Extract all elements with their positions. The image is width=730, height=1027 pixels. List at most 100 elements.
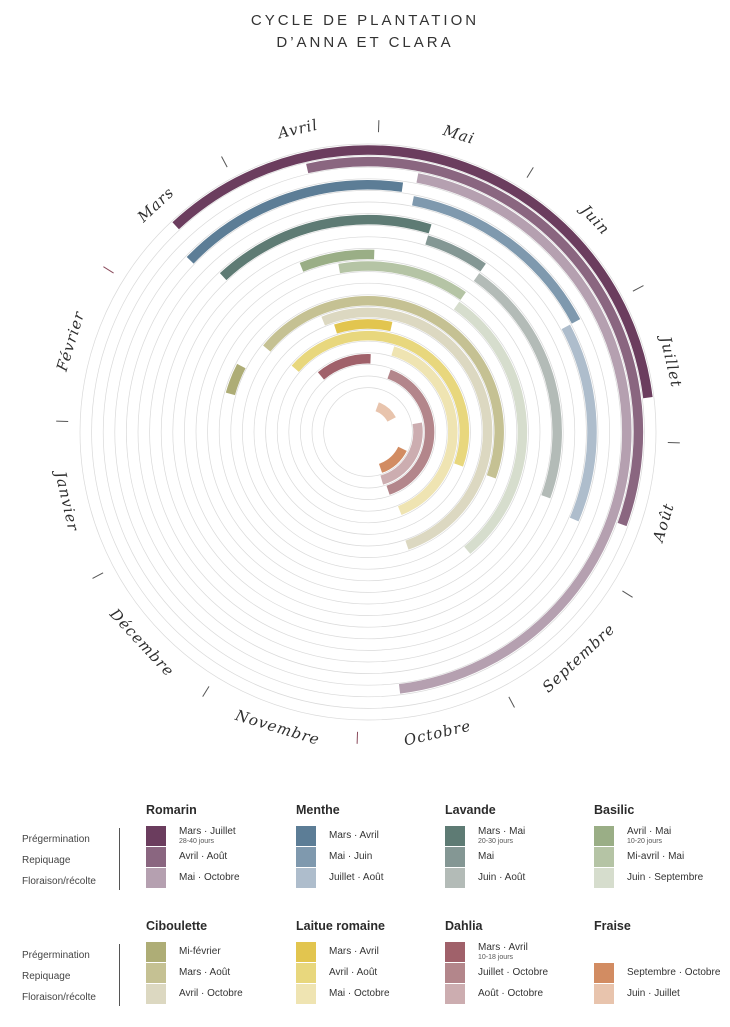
month-label: Décembre (105, 604, 178, 680)
legend-swatch (296, 847, 316, 867)
legend-text: Mi-février (179, 942, 221, 962)
legend-text: Avril · Mai 10-20 jours (627, 826, 671, 846)
legend-plant: Lavande Mars · Mai 20-30 jours Mai Juin · Ao… (445, 800, 590, 889)
plant-name: Basilic (594, 803, 635, 817)
phase-arc (186, 180, 404, 264)
legend-swatch (445, 942, 465, 962)
legend-text: Mars · Juillet 28-40 jours (179, 826, 236, 846)
legend-note: 10-20 jours (627, 838, 663, 845)
month-tick (622, 590, 633, 598)
legend-plant: Romarin Mars · Juillet 28-40 jours Avril · … (146, 800, 291, 889)
legend-text: Avril · Août (329, 963, 377, 983)
guide-ring (184, 248, 552, 616)
legend-swatch (594, 984, 614, 1004)
month-tick (508, 696, 515, 708)
legend-entry: Juillet · Août (296, 868, 441, 889)
guide-ring (91, 155, 645, 709)
guide-ring (253, 317, 483, 547)
legend-text: Mars · Avril (329, 942, 379, 962)
month-label: Mai (440, 121, 477, 148)
row-label: Repiquage (22, 855, 71, 866)
month-label: Avril (274, 116, 319, 143)
phase-arc (317, 354, 371, 380)
phase-arc (378, 446, 407, 473)
guide-ring (230, 294, 506, 570)
plant-name: Laitue romaine (296, 919, 385, 933)
plantation-wheel: Janvier Février Mars Avril Mai Juin Juillet Aoû… (51, 116, 686, 750)
legend-text: Avril · Octobre (179, 984, 243, 1004)
legend-label: Mi-avril · Mai (627, 851, 685, 862)
legend-entry: Avril · Août (146, 847, 291, 868)
legend-entry: Mars · Mai 20-30 jours (445, 826, 590, 847)
legend-text: Mars · Avril (329, 826, 379, 846)
legend-entry (594, 942, 730, 963)
month-tick (632, 285, 644, 292)
legend-text: Juin · Août (478, 868, 525, 888)
legend-swatch (146, 868, 166, 888)
legend-swatch (594, 963, 614, 983)
legend-entry: Mai · Juin (296, 847, 441, 868)
row-label: Prégermination (22, 834, 90, 845)
guide-ring (242, 306, 494, 558)
legend-text: Mai · Octobre (329, 984, 390, 1004)
legend-entry: Avril · Mai 10-20 jours (594, 826, 730, 847)
legend-text: Juin · Juillet (627, 984, 680, 1004)
month-label: Juin (575, 199, 613, 238)
guide-ring (218, 282, 518, 582)
legend-plant: Menthe Mars · Avril Mai · Juin Juillet · Ao… (296, 800, 441, 889)
phase-arc (338, 261, 466, 300)
month-tick (202, 686, 210, 697)
legend-swatch (445, 868, 465, 888)
legend-entry: Juin · Août (445, 868, 590, 889)
legend-text: Avril · Août (179, 847, 227, 867)
row-label: Floraison/récolte (22, 876, 96, 887)
guide-ring (288, 352, 448, 512)
legend-label: Juin · Septembre (627, 872, 704, 883)
legend-text: Mai · Juin (329, 847, 372, 867)
legend-label: Avril · Mai (627, 826, 672, 837)
legend-label: Mai · Octobre (179, 872, 240, 883)
legend-entry: Juillet · Octobre (445, 963, 590, 984)
title-line-2: D’ANNA ET CLARA (276, 34, 454, 51)
legend-entry: Juin · Juillet (594, 984, 730, 1005)
guide-ring (137, 201, 599, 663)
month-label: Novembre (232, 706, 322, 749)
phase-arc (321, 307, 493, 550)
legend-divider (119, 944, 120, 1006)
phase-arc (380, 422, 423, 485)
legend-swatch (296, 868, 316, 888)
legend-plant: Dahlia Mars · Avril 10-18 jours Juillet · O… (445, 916, 590, 1005)
legend-label: Mars · Mai (478, 826, 526, 837)
phase-arc (306, 156, 644, 527)
legend-swatch (296, 963, 316, 983)
legend-plant: Fraise Septembre · Octobre Juin · Juillet (594, 916, 730, 1005)
phase-arc (425, 235, 486, 272)
legend-entry: Juin · Septembre (594, 868, 730, 889)
guide-ring (207, 271, 529, 593)
phase-arc (473, 273, 562, 499)
legend-entry: Avril · Août (296, 963, 441, 984)
month-tick (103, 266, 114, 274)
phase-arc (391, 346, 458, 516)
phase-arc (453, 301, 528, 554)
plant-name: Fraise (594, 919, 631, 933)
row-label: Floraison/récolte (22, 992, 96, 1003)
guide-ring (102, 166, 634, 698)
legend-divider (119, 828, 120, 890)
legend-label: Mars · Juillet (179, 826, 236, 837)
guide-ring (265, 329, 471, 535)
legend-text: Mars · Août (179, 963, 230, 983)
legend-swatch (445, 826, 465, 846)
phase-arc (386, 369, 435, 495)
legend-text: Mai (478, 847, 494, 867)
phase-arc (412, 196, 581, 324)
legend-swatch (445, 984, 465, 1004)
legend-swatch (594, 868, 614, 888)
legend-entry: Mars · Avril (296, 826, 441, 847)
legend-swatch (146, 826, 166, 846)
legend-text: Juillet · Août (329, 868, 383, 888)
legend-entry: Mai · Octobre (296, 984, 441, 1005)
legend-swatch (146, 942, 166, 962)
legend-label: Juin · Juillet (627, 988, 680, 999)
legend-label: Mars · Avril (478, 942, 528, 953)
